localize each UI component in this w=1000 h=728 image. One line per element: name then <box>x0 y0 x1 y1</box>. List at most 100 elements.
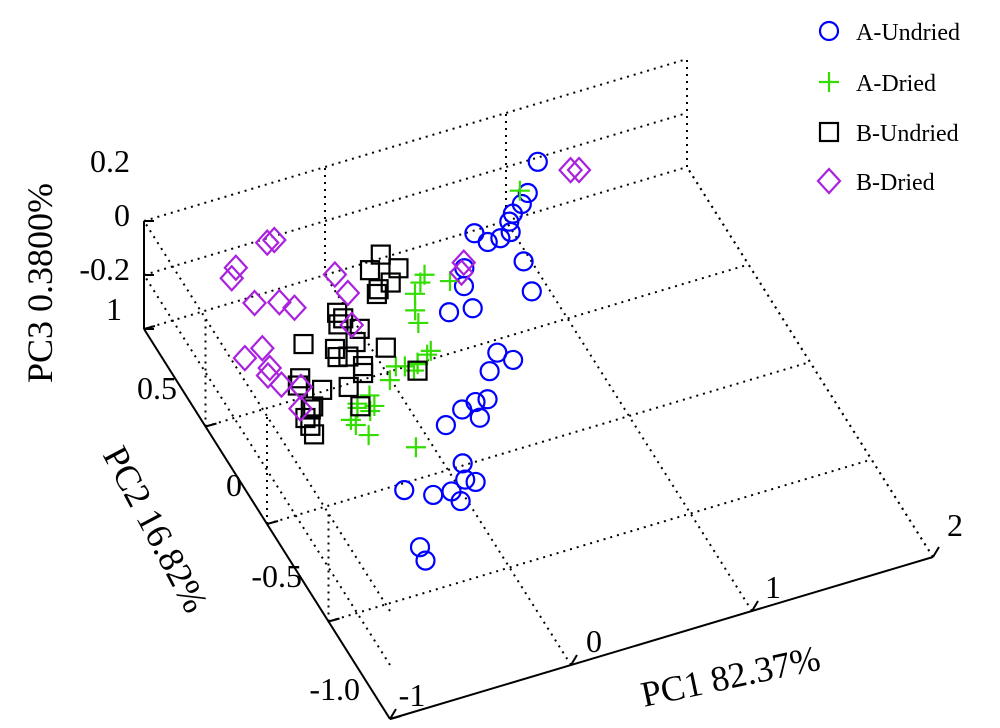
data-point <box>322 260 348 289</box>
data-points <box>219 151 592 571</box>
data-point <box>352 355 374 377</box>
data-point <box>366 283 387 305</box>
data-point <box>410 272 431 293</box>
data-point <box>257 354 283 382</box>
data-point <box>405 283 426 304</box>
data-point <box>350 396 371 417</box>
x-axis-title: PC1 82.37% <box>637 638 823 715</box>
x-tick-label: 0 <box>586 623 602 659</box>
y-tick-mark <box>266 520 279 525</box>
legend-label: B-Undried <box>856 121 959 147</box>
data-point <box>455 469 476 490</box>
data-point <box>450 490 471 512</box>
x-tick-label: -1 <box>399 677 426 713</box>
data-point <box>465 391 486 413</box>
data-point <box>517 182 538 204</box>
data-point <box>339 311 365 339</box>
y-tick-mark <box>389 715 402 720</box>
data-point <box>414 264 435 285</box>
legend: A-Undried A-Dried B-Undried B-Dried <box>816 20 960 196</box>
y-tick-label: -0.5 <box>251 558 302 594</box>
series-b-dried <box>219 156 592 423</box>
data-point <box>394 356 415 377</box>
y-tick-label: 0.5 <box>137 370 177 406</box>
y-tick-label: -1.0 <box>309 671 360 707</box>
legend-label: A-Undried <box>856 20 960 46</box>
data-point <box>324 338 346 360</box>
x-tick-mark <box>389 708 397 720</box>
x-tick-mark <box>570 654 578 666</box>
data-point <box>300 415 321 436</box>
data-point <box>375 337 396 358</box>
data-point <box>290 368 311 389</box>
data-point <box>420 340 441 361</box>
data-point <box>219 264 245 292</box>
data-point <box>462 298 483 319</box>
y-tick-label: 0 <box>226 467 242 503</box>
data-point <box>293 333 314 355</box>
data-point <box>254 228 280 257</box>
data-point <box>364 395 385 416</box>
y-tick-mark <box>205 422 217 428</box>
data-point <box>479 361 500 382</box>
data-point <box>358 425 379 446</box>
data-point <box>370 244 391 265</box>
floor-grid-line <box>266 361 811 525</box>
data-point <box>249 334 275 362</box>
data-point <box>527 151 548 172</box>
z-tick-label: 0 <box>114 197 130 233</box>
data-point <box>423 484 444 506</box>
data-point <box>379 370 400 391</box>
floor-grid-line <box>505 220 753 612</box>
data-point <box>388 258 409 279</box>
data-point <box>465 471 486 493</box>
data-point <box>435 415 456 436</box>
z-axis-title: PC3 0.3800% <box>20 183 60 383</box>
legend-marker-a-dried <box>819 72 839 92</box>
data-point <box>287 395 313 423</box>
wall-grid-line <box>143 112 688 276</box>
data-point <box>405 437 426 458</box>
box-edge <box>686 166 934 558</box>
legend-marker-a-undried <box>818 20 840 42</box>
x-tick-mark <box>751 600 759 612</box>
data-point <box>477 389 498 410</box>
data-point <box>327 302 348 323</box>
legend-label: B-Dried <box>856 170 935 196</box>
x-tick-label: 2 <box>947 507 963 543</box>
data-point <box>328 314 349 335</box>
z-tick-label: -0.2 <box>79 251 130 287</box>
data-point <box>408 312 429 333</box>
data-point <box>566 156 592 184</box>
data-point <box>415 550 436 571</box>
data-point <box>338 376 359 398</box>
axis-layer <box>143 220 940 720</box>
data-point <box>242 289 268 317</box>
wall-grid-line <box>143 58 688 222</box>
data-point <box>439 271 460 292</box>
data-point <box>490 228 511 249</box>
data-point <box>281 294 307 322</box>
y-tick-label: 1 <box>106 291 122 327</box>
data-point <box>477 231 498 253</box>
data-point <box>312 379 333 400</box>
data-point <box>511 193 532 215</box>
data-point <box>268 370 294 399</box>
data-point <box>451 249 477 277</box>
data-point <box>438 302 460 323</box>
data-point <box>513 251 534 272</box>
x-axis-line <box>389 556 934 720</box>
legend-marker-b-dried <box>816 167 842 195</box>
data-point <box>409 537 431 558</box>
floor-grid-line <box>686 166 934 558</box>
y-axis-title: PC2 16.82% <box>95 440 216 620</box>
data-point <box>232 344 258 372</box>
data-point <box>521 281 542 302</box>
floor-grid-line <box>205 263 749 428</box>
legend-label: A-Dried <box>856 71 936 97</box>
data-point <box>261 226 287 254</box>
data-point <box>452 453 473 474</box>
data-point <box>349 318 370 339</box>
data-point <box>300 399 321 420</box>
data-point <box>407 360 428 381</box>
